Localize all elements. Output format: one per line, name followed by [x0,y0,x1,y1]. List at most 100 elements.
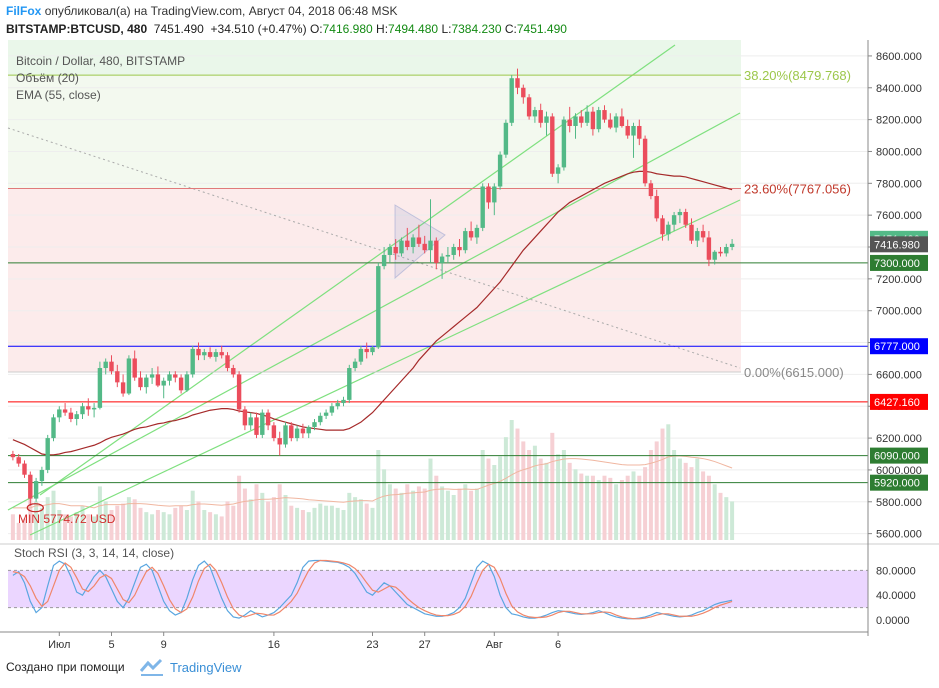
candle-body [480,186,485,228]
price-chart[interactable]: 38.20%(8479.768) 23.60%(7767.056) 0.00%(66… [0,40,939,652]
candle-body [225,355,230,369]
time-tick-label: 5 [108,639,114,651]
open-label: O: [309,22,323,36]
candle-body [515,78,520,88]
volume-bar [614,484,619,540]
candle-body [178,377,184,391]
candle-body [584,111,590,123]
candle-body [323,412,329,416]
volume-bar [672,450,677,540]
volume-bar [387,484,392,540]
close-label: C: [504,22,517,36]
tradingview-brand[interactable]: TradingView [170,660,242,675]
candle-body [341,399,346,404]
volume-bar [637,475,642,540]
candle-body [706,237,712,260]
price-tick-label: 6000.000 [876,465,922,477]
legend-ema: EMA (55, close) [16,88,101,102]
candle-body [451,247,456,255]
candle-body [45,438,50,470]
symbol-label: BITSTAMP:BTCUSD, 480 [6,22,148,36]
price-tick-label: 8000.000 [876,146,922,158]
min-marker [26,503,44,513]
volume-bar [57,510,62,540]
volume-ma-line [12,455,733,509]
candle-body [149,374,155,378]
volume-bar [422,488,427,540]
candle-body [57,409,62,418]
volume-bar [486,458,491,540]
candle-body [306,426,311,434]
volume-bar [92,516,97,540]
candle-body [422,243,427,251]
candle-body [80,406,85,415]
candle-body [700,231,706,238]
candle-body [97,368,103,408]
volume-bar [544,462,549,540]
volume-bar [103,501,108,540]
stoch-d-line [12,559,733,620]
price-tick-label: 8400.000 [876,83,922,95]
tradingview-logo-icon[interactable] [139,657,165,677]
volume-bar [231,505,236,540]
volume-bar [266,501,271,540]
candle-body [51,417,56,439]
author-name[interactable]: FilFox [6,4,42,18]
volume-bar [660,428,665,540]
fib-zone-lower [8,188,741,373]
volume-bar [701,471,706,540]
price-level-tag [870,393,928,410]
candle-body [712,251,717,260]
stoch-tick-label: 0.0000 [876,615,910,627]
volume-bar [654,441,659,540]
candle-body [109,361,114,372]
volume-bar [521,441,526,540]
dotted-trend-line [7,127,741,369]
candle-body [445,254,451,257]
candle-body [283,425,288,445]
candle-body [724,247,729,254]
candle-body [521,87,526,98]
volume-bar [463,484,468,540]
candle-body [625,125,630,136]
volume-bar [237,475,242,540]
fib-label: 23.60%(7767.056) [744,182,851,197]
candle-body [596,110,601,130]
candle-body [497,154,503,187]
candle-body [271,425,277,439]
volume-bar [155,510,160,540]
volume-bar [573,469,578,540]
volume-bar [10,514,15,540]
candle-body [329,406,335,413]
candle-body [555,167,561,174]
volume-bar [184,510,189,540]
volume-bar [283,495,288,540]
volume-bar [538,458,543,540]
volume-bar [706,475,711,540]
volume-bar [34,501,39,540]
price-level-tag-text: 6777.000 [874,341,920,353]
volume-bar [451,495,456,540]
candle-body [509,78,514,123]
price-tick-label: 5800.000 [876,497,922,509]
candle-body [729,243,735,248]
candle-body [654,196,659,219]
volume-bar [190,490,195,540]
low-value: 7384.230 [451,22,502,36]
candle-body [300,428,306,434]
candle-body [613,116,619,128]
volume-bar [173,507,178,540]
candle-body [683,211,688,225]
candle-body [202,352,207,356]
volume-bar [329,505,334,540]
volume-bar [434,475,439,540]
chart-header: FilFox опубликовал(а) на TradingView.com… [0,0,939,40]
open-value: 7416.980 [322,22,373,36]
volume-bar [469,490,474,540]
candle-body [526,97,532,117]
volume-bar [39,507,44,540]
candle-body [660,218,665,235]
fib-label: 38.20%(8479.768) [744,68,851,83]
volume-bar [411,490,416,540]
candle-body [590,111,596,130]
